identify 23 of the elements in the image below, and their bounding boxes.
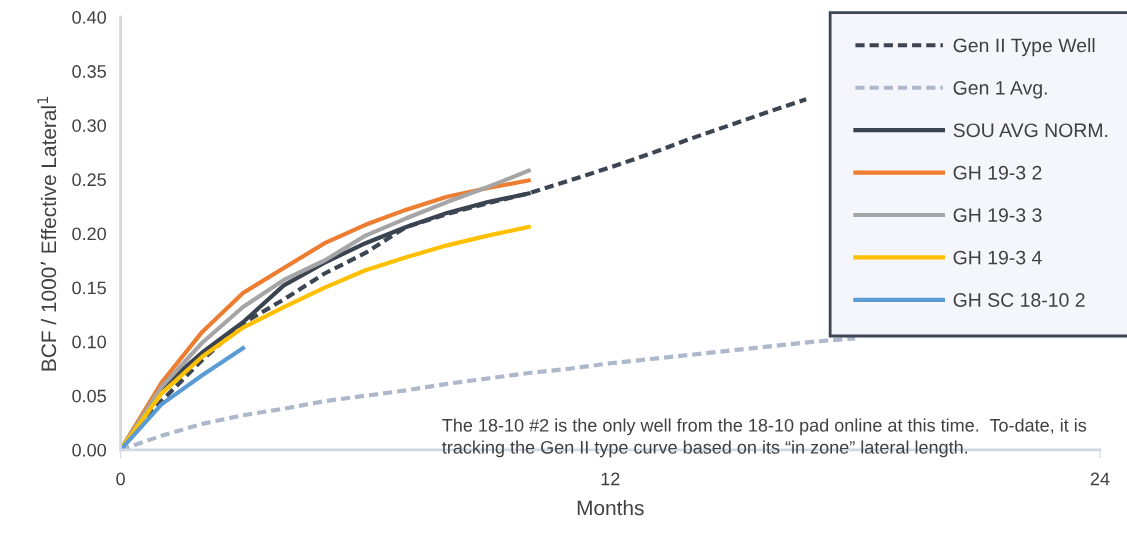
legend-label: Gen 1 Avg. bbox=[953, 80, 1047, 99]
y-tick-label: 0.20 bbox=[72, 227, 106, 241]
legend-label: Gen II Type Well bbox=[953, 38, 1095, 57]
y-tick-label: 0.10 bbox=[72, 335, 106, 349]
x-axis-title: Months bbox=[577, 500, 644, 516]
y-tick-label: 0.15 bbox=[72, 281, 106, 295]
y-tick-label: 0.25 bbox=[72, 173, 106, 187]
line-series bbox=[120, 346, 246, 450]
y-tick-label: 0.05 bbox=[72, 389, 106, 403]
legend-label: SOU AVG NORM. bbox=[953, 123, 1108, 138]
legend-label: GH 19-3 3 bbox=[953, 208, 1042, 223]
x-tick-label: 0 bbox=[116, 472, 125, 486]
x-tick-label: 12 bbox=[601, 472, 620, 486]
legend-label: GH 19-3 2 bbox=[953, 165, 1042, 180]
annotation: The 18-10 #2 is the only well from the 18-10 pad online at this time. To-date, it is tracking the Gen II type curve based on its “in zone” lateral length. bbox=[442, 418, 1087, 458]
y-tick-label: 0.35 bbox=[72, 65, 106, 78]
x-tick-label: 24 bbox=[1090, 472, 1110, 486]
y-tick-label: 0.40 bbox=[72, 10, 106, 24]
y-tick-label: 0.00 bbox=[72, 443, 106, 457]
legend-label: GH SC 18-10 2 bbox=[953, 293, 1085, 307]
y-axis-title: BCF / 1000’ Effective Lateral$^{1}$ bbox=[37, 96, 57, 371]
legend-label: GH 19-3 4 bbox=[953, 250, 1042, 265]
y-tick-label: 0.30 bbox=[72, 119, 106, 132]
